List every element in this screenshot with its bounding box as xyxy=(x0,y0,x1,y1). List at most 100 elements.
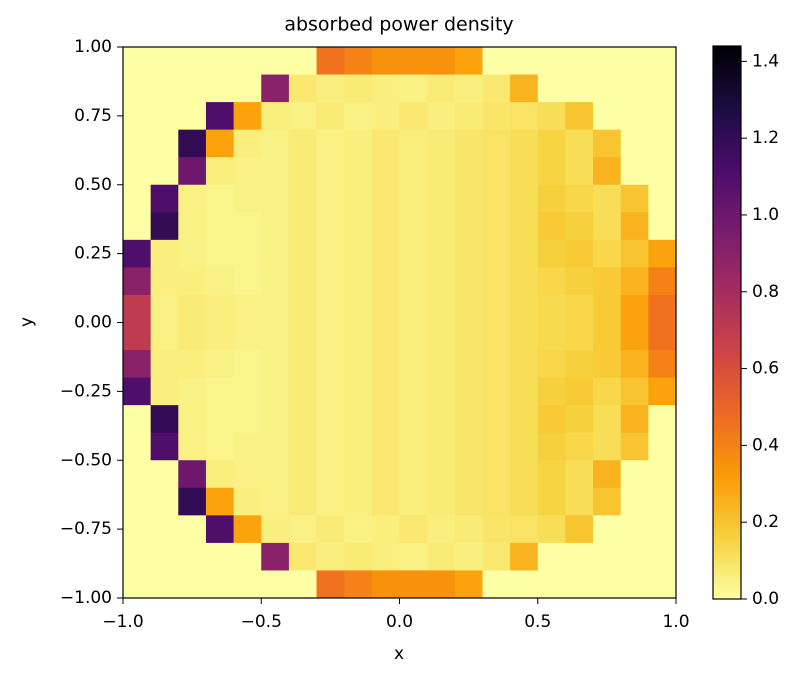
heatmap-cell xyxy=(454,570,483,599)
heatmap-cell xyxy=(399,102,428,131)
heatmap-cell xyxy=(454,239,483,268)
heatmap-cell xyxy=(344,239,373,268)
heatmap-cell xyxy=(261,322,290,351)
heatmap-cell xyxy=(150,102,179,131)
y-tick-label: −0.50 xyxy=(60,450,112,470)
heatmap-cell xyxy=(648,487,677,516)
heatmap-cell xyxy=(537,405,566,434)
heatmap-cell xyxy=(316,432,345,461)
heatmap-cell xyxy=(233,267,262,296)
heatmap-cell xyxy=(399,267,428,296)
heatmap-cell xyxy=(482,487,511,516)
heatmap-cell xyxy=(371,294,400,323)
heatmap-cell xyxy=(150,350,179,379)
heatmap-cell xyxy=(288,267,318,296)
heatmap-cell xyxy=(123,515,152,544)
heatmap-cell xyxy=(344,102,373,131)
heatmap-cell xyxy=(537,350,566,379)
heatmap-cell xyxy=(178,47,207,76)
heatmap-cell xyxy=(399,184,428,213)
heatmap-cell xyxy=(399,212,428,241)
heatmap-cell xyxy=(427,129,456,158)
y-tick-label: −0.75 xyxy=(60,519,112,539)
heatmap-cell xyxy=(593,377,622,406)
heatmap-cell xyxy=(261,267,290,296)
heatmap-cell xyxy=(150,542,179,571)
heatmap-cell xyxy=(482,212,511,241)
heatmap-cell xyxy=(123,322,152,351)
heatmap-cell xyxy=(205,267,235,296)
heatmap-cell xyxy=(454,294,483,323)
heatmap-cell xyxy=(537,184,566,213)
colorbar-tick-label: 0.0 xyxy=(752,589,779,609)
heatmap-cell xyxy=(427,212,456,241)
heatmap-cell xyxy=(123,129,152,158)
heatmap-cell xyxy=(123,460,152,489)
heatmap-cell xyxy=(261,239,290,268)
heatmap-cell xyxy=(427,460,456,489)
heatmap-cell xyxy=(178,377,207,406)
heatmap-cell xyxy=(399,322,428,351)
heatmap-cell xyxy=(344,515,373,544)
heatmap-cell xyxy=(648,542,677,571)
heatmap-cell xyxy=(565,102,594,131)
heatmap-cell xyxy=(205,405,235,434)
heatmap-cell xyxy=(178,184,207,213)
heatmap-cell xyxy=(427,515,456,544)
heatmap-cell xyxy=(399,515,428,544)
heatmap-cell xyxy=(233,377,262,406)
heatmap-cell xyxy=(316,377,345,406)
heatmap-cell xyxy=(648,74,677,103)
heatmap-cell xyxy=(316,157,345,186)
heatmap-cell xyxy=(150,74,179,103)
heatmap-cell xyxy=(288,102,318,131)
heatmap-cell xyxy=(482,294,511,323)
heatmap-cell xyxy=(565,405,594,434)
heatmap-cell xyxy=(454,515,483,544)
heatmap-cell xyxy=(454,157,483,186)
heatmap-cell xyxy=(316,239,345,268)
heatmap-cell xyxy=(178,460,207,489)
heatmap-cell xyxy=(178,487,207,516)
heatmap-cell xyxy=(482,74,511,103)
heatmap-cell xyxy=(316,405,345,434)
heatmap-cell xyxy=(454,460,483,489)
heatmap-cell xyxy=(288,294,318,323)
heatmap-cell xyxy=(565,47,594,76)
colorbar-tick-label: 1.0 xyxy=(752,205,779,225)
heatmap-cell xyxy=(205,157,235,186)
heatmap-cell xyxy=(316,102,345,131)
y-tick-label: 0.25 xyxy=(74,244,112,264)
heatmap-cell xyxy=(371,184,400,213)
heatmap-cell xyxy=(537,322,566,351)
heatmap-cell xyxy=(565,350,594,379)
heatmap-cell xyxy=(123,350,152,379)
heatmap-cell xyxy=(399,542,428,571)
heatmap-cell xyxy=(178,432,207,461)
heatmap-cell xyxy=(648,405,677,434)
heatmap-cell xyxy=(178,294,207,323)
heatmap-cell xyxy=(620,74,649,103)
chart-title: absorbed power density xyxy=(284,14,513,36)
heatmap-cell xyxy=(123,294,152,323)
heatmap-cell xyxy=(648,350,677,379)
heatmap-cell xyxy=(482,267,511,296)
heatmap-cell xyxy=(178,102,207,131)
y-tick-label: 0.00 xyxy=(74,313,112,333)
heatmap-cell xyxy=(537,432,566,461)
heatmap-cell xyxy=(427,570,456,599)
heatmap-cell xyxy=(620,460,649,489)
heatmap-cell xyxy=(205,377,235,406)
heatmap-cell xyxy=(344,487,373,516)
heatmap-cell xyxy=(454,102,483,131)
heatmap-cell xyxy=(261,212,290,241)
heatmap-cell xyxy=(205,102,235,131)
heatmap-cell xyxy=(482,184,511,213)
heatmap-cell xyxy=(371,74,400,103)
heatmap-cell xyxy=(205,350,235,379)
heatmap-cell xyxy=(648,460,677,489)
heatmap-cell xyxy=(371,432,400,461)
heatmap-cell xyxy=(261,350,290,379)
heatmap-cell xyxy=(593,267,622,296)
heatmap-cell xyxy=(565,212,594,241)
